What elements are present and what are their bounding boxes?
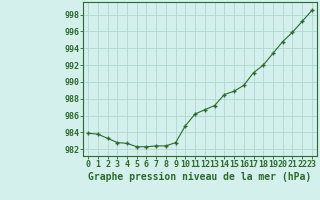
X-axis label: Graphe pression niveau de la mer (hPa): Graphe pression niveau de la mer (hPa) [88, 172, 312, 182]
